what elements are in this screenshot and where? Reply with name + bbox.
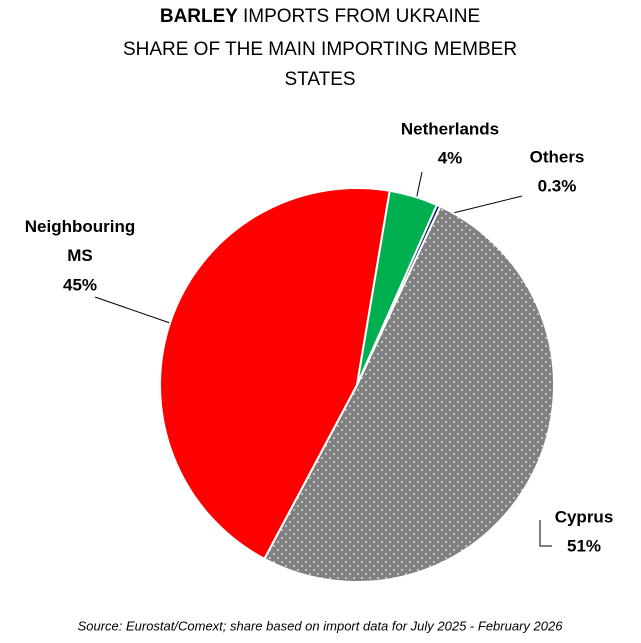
label-line: MS bbox=[67, 246, 93, 265]
slice-label: Neighbouring MS bbox=[25, 217, 135, 265]
pie-slice bbox=[263, 205, 555, 583]
subtitle: SHARE OF THE MAIN IMPORTING MEMBER bbox=[123, 39, 517, 60]
title-bold: BARLEY bbox=[160, 6, 238, 27]
source-note: Source: Eurostat/Comext; share based on … bbox=[78, 618, 564, 633]
pie-slice bbox=[356, 203, 442, 386]
pie bbox=[159, 187, 555, 583]
title-rest: IMPORTS FROM UKRAINE bbox=[243, 6, 480, 27]
leader-line bbox=[94, 296, 171, 324]
value-label: 45% bbox=[63, 275, 97, 294]
chart-title: BARLEY IMPORTS FROM UKRAINE bbox=[160, 6, 480, 27]
value-label: 0.3% bbox=[538, 176, 577, 195]
pie-slice bbox=[159, 187, 391, 561]
leader-line bbox=[539, 520, 552, 547]
value-label: 51% bbox=[567, 536, 601, 555]
slice-label: Netherlands bbox=[401, 119, 499, 138]
slice-label: Others bbox=[530, 147, 585, 166]
value-label: 4% bbox=[438, 148, 463, 167]
slice-label: Cyprus bbox=[555, 507, 614, 526]
subtitle: STATES bbox=[284, 69, 355, 90]
label-line: Neighbouring bbox=[25, 217, 135, 236]
